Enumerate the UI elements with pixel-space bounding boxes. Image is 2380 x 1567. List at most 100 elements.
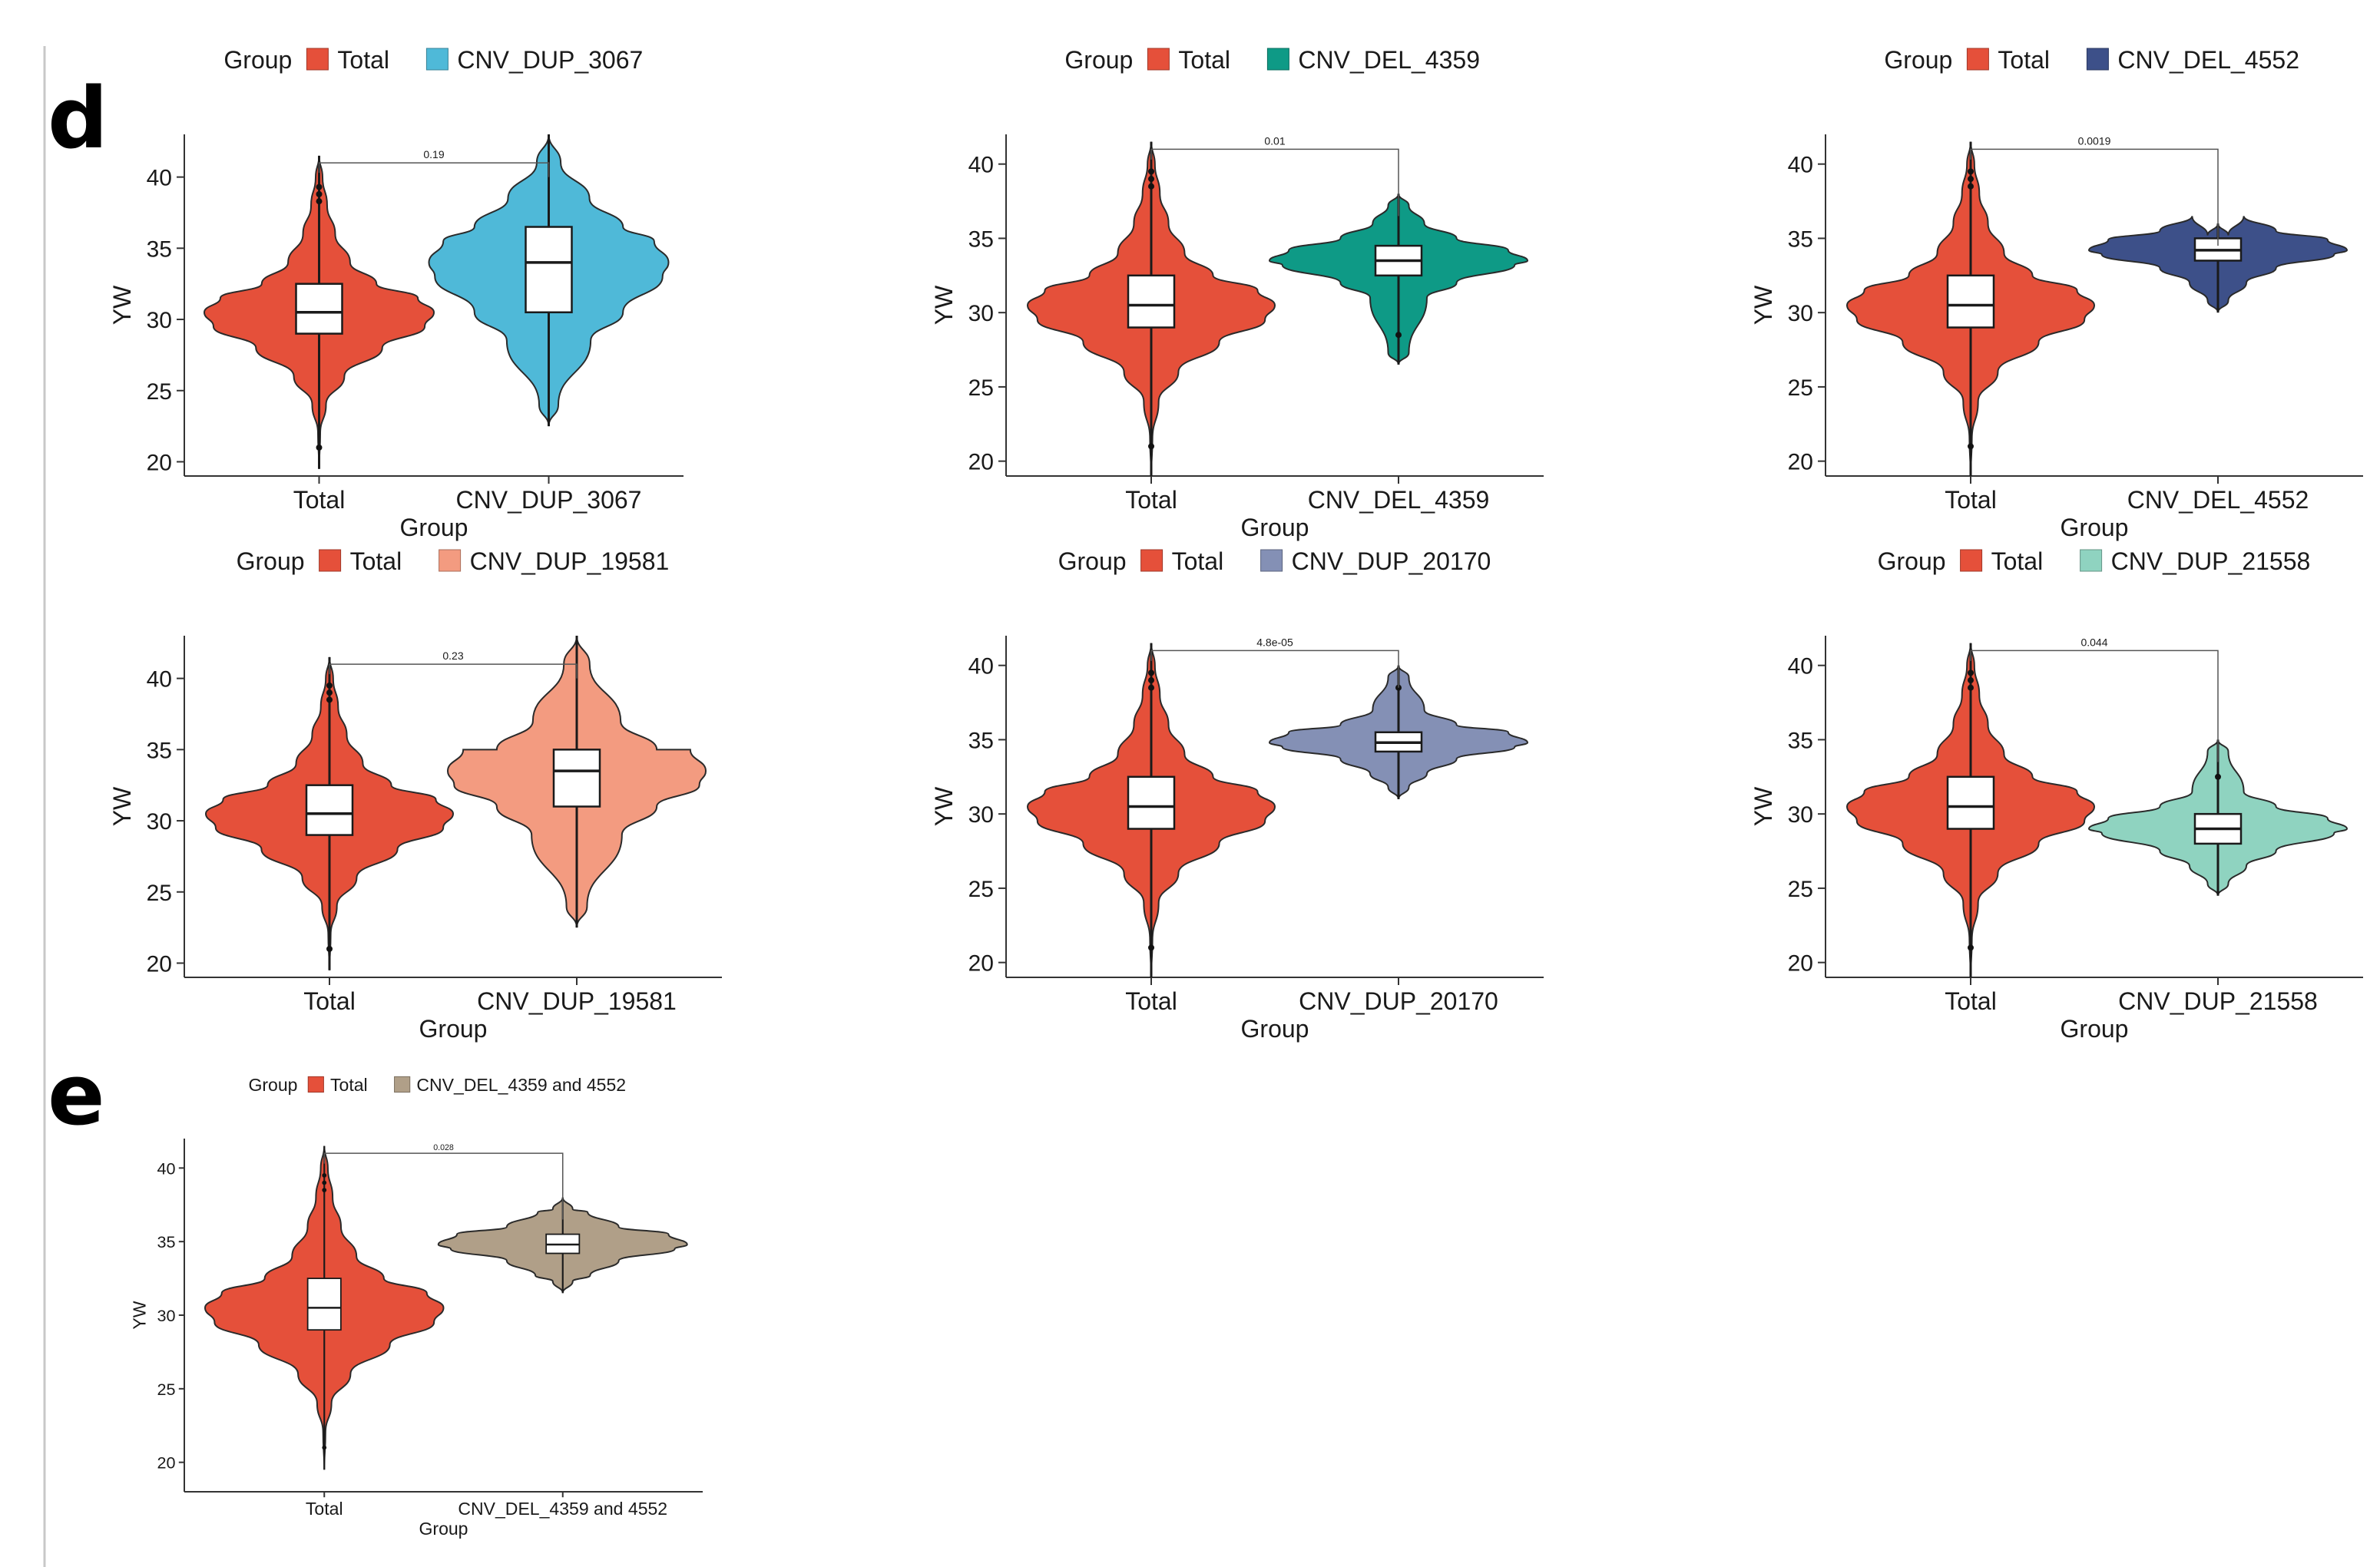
legend-swatch-2: [439, 549, 462, 572]
x-tick-label-1: Total: [1945, 987, 1997, 1015]
x-tick-label-2: CNV_DUP_3067: [456, 486, 642, 514]
legend-title: Group: [223, 46, 292, 74]
y-tick-label: 25: [1788, 375, 1813, 401]
outlier-point: [316, 198, 323, 205]
outlier-point: [1968, 944, 1974, 951]
legend: Group Total CNV_DEL_4552: [1884, 46, 2299, 74]
legend: Group Total CNV_DEL_4359: [1064, 46, 1480, 74]
y-tick-label: 35: [968, 226, 994, 252]
legend-entry-1: Total: [337, 46, 389, 74]
legend-swatch-1: [1140, 549, 1164, 572]
box-2: [552, 749, 601, 808]
outlier-point: [1968, 669, 1974, 676]
x-tick-label-1: Total: [306, 1499, 343, 1519]
y-axis-title: YW: [930, 285, 958, 325]
box-1: [1946, 274, 1995, 329]
y-tick-label: 25: [968, 375, 994, 401]
x-axis-title: Group: [400, 514, 468, 541]
x-axis-title: Group: [419, 1015, 488, 1043]
outlier-point: [1148, 684, 1154, 691]
y-tick-label: 40: [1788, 654, 1813, 679]
legend-entry-1: Total: [1172, 547, 1224, 575]
panel-label-e: e: [48, 1046, 105, 1144]
legend-entry-2: CNV_DEL_4359: [1298, 46, 1480, 74]
y-axis-title: YW: [130, 1301, 150, 1329]
legend-title: Group: [248, 1075, 297, 1095]
legend: Group Total CNV_DEL_4359 and 4552: [248, 1075, 626, 1095]
significance-bracket: [1970, 650, 2219, 762]
p-value-label: 0.19: [423, 148, 444, 160]
violin-chart-3: Group Total CNV_DEL_4552 20 25 30 35 40 YW Total C…: [1749, 46, 2363, 541]
outlier-point: [1148, 183, 1154, 190]
outlier-point: [1968, 168, 1974, 175]
x-tick-label-2: CNV_DUP_20170: [1299, 987, 1498, 1015]
outlier-point: [1148, 443, 1154, 450]
box-1: [295, 283, 343, 335]
y-tick-label: 20: [157, 1453, 175, 1473]
y-tick-label: 35: [1788, 226, 1813, 252]
y-axis-title: YW: [108, 786, 136, 826]
y-tick-label: 20: [1788, 450, 1813, 475]
y-tick-label: 25: [147, 379, 172, 405]
y-tick-label: 35: [147, 236, 172, 262]
legend-entry-1: Total: [330, 1075, 368, 1095]
outlier-point: [322, 1173, 327, 1178]
legend: Group Total CNV_DUP_21558: [1878, 547, 2311, 575]
legend-title: Group: [1064, 46, 1133, 74]
outlier-point: [326, 689, 333, 696]
legend-entry-1: Total: [350, 547, 402, 575]
y-tick-label: 20: [968, 951, 994, 977]
legend-entry-1: Total: [1178, 46, 1230, 74]
significance-bracket: [1150, 650, 1399, 688]
y-tick-label: 25: [968, 877, 994, 902]
outlier-point: [1395, 332, 1402, 339]
x-axis-title: Group: [2061, 1015, 2129, 1043]
y-tick-label: 30: [1788, 802, 1813, 828]
y-axis-title: YW: [1749, 786, 1777, 826]
box-2: [525, 226, 573, 314]
legend-swatch-2: [394, 1076, 411, 1093]
y-tick-label: 20: [147, 450, 172, 475]
outlier-point: [326, 696, 333, 703]
legend-swatch-2: [1260, 549, 1283, 572]
legend-entry-2: CNV_DUP_21558: [2111, 547, 2311, 575]
outlier-point: [322, 1445, 327, 1450]
box-1: [1946, 775, 1995, 830]
legend-entry-2: CNV_DEL_4552: [2117, 46, 2299, 74]
panel-label-d: d: [48, 69, 108, 167]
y-tick-label: 25: [147, 881, 172, 906]
violin-chart-6: Group Total CNV_DUP_21558 20 25 30 35 40 YW Total…: [1749, 547, 2363, 1043]
violin-chart-2: Group Total CNV_DEL_4359 20 25 30 35 40 YW Total C…: [930, 46, 1544, 541]
legend-swatch-1: [1147, 48, 1170, 71]
y-tick-label: 35: [1788, 728, 1813, 753]
legend-entry-2: CNV_DUP_3067: [457, 46, 643, 74]
y-axis-title: YW: [930, 786, 958, 826]
legend-entry-2: CNV_DUP_20170: [1292, 547, 1491, 575]
x-tick-label-1: Total: [1125, 486, 1177, 514]
legend-swatch-1: [319, 549, 342, 572]
box-1: [1127, 775, 1176, 830]
y-tick-label: 40: [157, 1159, 175, 1178]
outlier-point: [1968, 443, 1974, 450]
x-axis-title: Group: [1241, 1015, 1309, 1043]
legend-swatch-1: [307, 1076, 324, 1093]
y-tick-label: 20: [1788, 951, 1813, 977]
x-axis-title: Group: [419, 1519, 468, 1539]
y-axis-title: YW: [108, 285, 136, 325]
outlier-point: [1148, 677, 1154, 684]
violin-chart-4: Group Total CNV_DUP_19581 20 25 30 35 40 YW Total…: [108, 547, 722, 1043]
significance-bracket: [323, 1152, 564, 1220]
outlier-point: [1148, 168, 1154, 175]
p-value-label: 4.8e-05: [1256, 636, 1293, 648]
outlier-point: [322, 1180, 327, 1185]
legend-entry-1: Total: [1991, 547, 2044, 575]
outlier-point: [316, 190, 323, 197]
y-axis-title: YW: [1749, 285, 1777, 325]
violin-chart-5: Group Total CNV_DUP_20170 20 25 30 35 40 YW Total…: [930, 547, 1544, 1043]
legend-swatch-2: [2080, 549, 2103, 572]
legend: Group Total CNV_DUP_19581: [237, 547, 670, 575]
y-tick-label: 30: [1788, 301, 1813, 326]
y-tick-label: 35: [147, 738, 172, 763]
y-tick-label: 40: [1788, 153, 1813, 178]
